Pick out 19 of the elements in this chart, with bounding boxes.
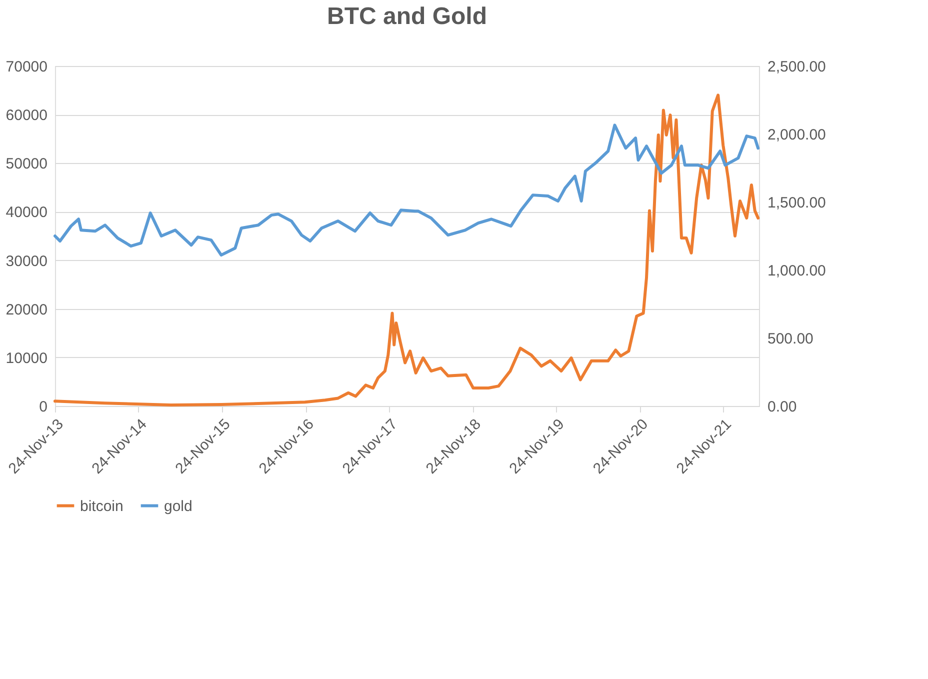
y-tick-label: 50000 [6,156,48,173]
y-tick-label: 20000 [6,301,48,318]
y-tick-label: 10000 [6,350,48,367]
y-tick-label: 70000 [6,58,48,76]
chart-title: BTC and Gold [327,3,487,30]
line-series [54,124,760,257]
legend-label: bitcoin [80,498,124,515]
y2-tick-label: 1,500.00 [768,194,826,212]
y-tick-label: 0 [39,398,48,416]
legend-label: gold [164,498,192,515]
y-tick-label: 40000 [6,204,48,222]
y-tick-label: 60000 [6,107,48,124]
y2-tick-label: 1,000.00 [768,262,826,280]
y2-tick-label: 2,500.00 [768,58,826,76]
y2-tick-label: 2,000.00 [768,126,826,144]
line-series [54,94,760,407]
y2-tick-label: 500.00 [768,330,814,348]
y2-tick-label: 0.00 [768,398,797,416]
y-tick-label: 30000 [6,252,48,270]
